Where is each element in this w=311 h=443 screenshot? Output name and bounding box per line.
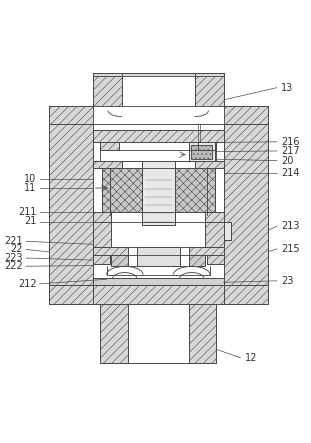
Text: 10: 10 — [24, 174, 37, 184]
Bar — [189, 303, 216, 363]
Bar — [189, 247, 224, 255]
Bar — [93, 212, 111, 222]
Bar — [100, 303, 128, 363]
Text: 11: 11 — [24, 183, 37, 193]
Bar — [93, 73, 122, 106]
Bar — [93, 255, 109, 264]
Text: 212: 212 — [18, 279, 37, 289]
Text: 216: 216 — [281, 137, 300, 147]
Bar — [205, 212, 224, 222]
Bar — [93, 247, 128, 255]
Bar — [100, 143, 119, 150]
Text: 217: 217 — [281, 146, 300, 156]
Text: 211: 211 — [18, 207, 37, 218]
Bar — [191, 145, 212, 159]
Text: 12: 12 — [245, 353, 257, 363]
Bar — [189, 255, 205, 266]
Text: 13: 13 — [281, 83, 294, 93]
Text: 215: 215 — [281, 244, 300, 254]
Bar — [224, 222, 231, 240]
Text: 221: 221 — [4, 236, 23, 246]
Bar — [207, 255, 224, 264]
Bar — [93, 222, 111, 247]
Text: 214: 214 — [281, 168, 300, 178]
Bar — [189, 143, 215, 161]
Text: 23: 23 — [281, 276, 294, 286]
Bar — [49, 285, 268, 303]
Bar — [49, 106, 93, 124]
Bar — [175, 168, 215, 212]
Bar — [205, 222, 224, 247]
Text: 223: 223 — [4, 253, 23, 263]
Text: 20: 20 — [281, 155, 294, 166]
Bar — [93, 130, 224, 143]
Bar — [195, 73, 224, 106]
Bar — [93, 73, 224, 75]
Text: 222: 222 — [4, 261, 23, 271]
Bar — [102, 168, 142, 212]
Text: 21: 21 — [24, 217, 37, 226]
Text: 22: 22 — [10, 245, 23, 254]
Bar — [224, 124, 268, 303]
Bar — [142, 161, 175, 225]
Bar — [195, 161, 224, 168]
Bar — [111, 255, 128, 266]
Bar — [93, 161, 122, 168]
Bar — [93, 278, 224, 285]
Bar — [198, 143, 216, 150]
Bar — [137, 247, 179, 266]
Text: 213: 213 — [281, 221, 300, 231]
Bar — [224, 106, 268, 124]
Bar — [49, 124, 93, 303]
